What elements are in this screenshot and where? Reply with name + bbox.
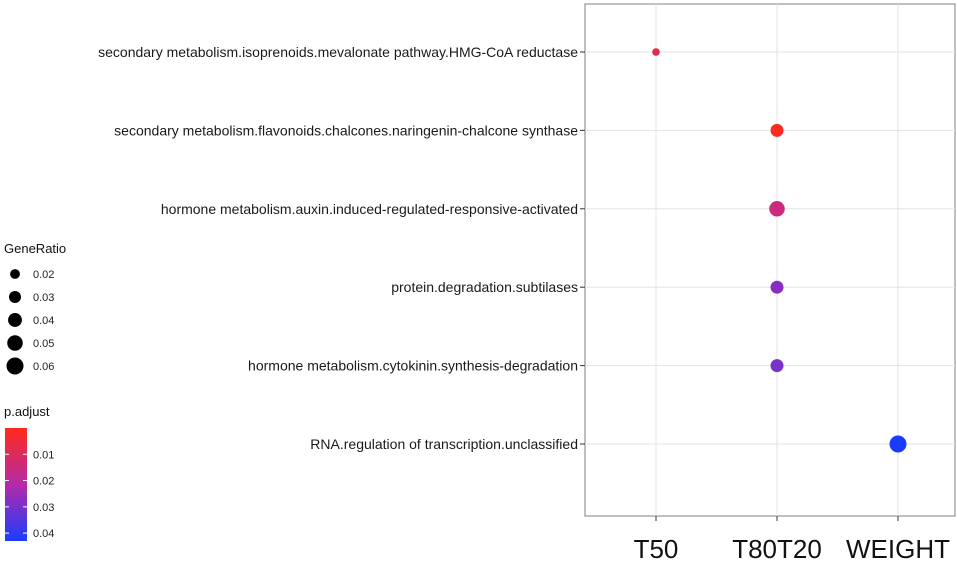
size-legend-dot: [10, 269, 20, 279]
y-axis-ticks: [580, 51, 585, 445]
color-legend: p.adjust 0.01 0.02 0.03 0.04: [4, 404, 54, 541]
color-legend-label: 0.02: [33, 476, 54, 488]
data-point: [652, 48, 660, 56]
color-legend-bar: [5, 428, 27, 541]
y-tick-label: secondary metabolism.flavonoids.chalcone…: [114, 122, 578, 138]
y-tick-label: hormone metabolism.auxin.induced-regulat…: [161, 201, 578, 217]
x-tick-label: WEIGHT: [846, 534, 950, 561]
size-legend-label: 0.05: [33, 338, 54, 350]
size-legend-label: 0.02: [33, 269, 54, 281]
data-point: [770, 123, 784, 137]
y-tick-label: protein.degradation.subtilases: [391, 279, 578, 295]
size-legend-dot: [8, 313, 22, 327]
y-axis-labels: secondary metabolism.isoprenoids.mevalon…: [98, 44, 578, 452]
size-legend-label: 0.03: [33, 292, 54, 304]
x-axis-labels: T50 T80T20 WEIGHT: [634, 534, 951, 561]
size-legend-items: 0.02 0.03 0.04 0.05 0.06: [6, 269, 54, 375]
y-tick-label: RNA.regulation of transcription.unclassi…: [310, 436, 578, 452]
data-point: [769, 201, 785, 217]
size-legend-label: 0.04: [33, 315, 54, 327]
x-tick-label: T50: [634, 534, 679, 561]
y-tick-label: secondary metabolism.isoprenoids.mevalon…: [98, 44, 578, 60]
color-legend-label: 0.01: [33, 449, 54, 461]
data-points: [652, 48, 907, 453]
data-point: [770, 359, 784, 373]
size-legend-title: GeneRatio: [4, 241, 66, 256]
size-legend-dot: [7, 335, 23, 351]
color-legend-title: p.adjust: [4, 404, 50, 419]
x-axis-ticks: [655, 516, 899, 521]
data-point: [889, 435, 907, 453]
size-legend-dot: [6, 357, 24, 375]
color-legend-label: 0.04: [33, 528, 54, 540]
size-legend-label: 0.06: [33, 361, 54, 373]
data-point: [770, 280, 784, 294]
size-legend-dot: [8, 290, 22, 304]
color-legend-items: 0.01 0.02 0.03 0.04: [5, 449, 54, 540]
color-legend-label: 0.03: [33, 502, 54, 514]
size-legend: GeneRatio 0.02 0.03 0.04 0.05 0.06: [4, 241, 66, 375]
panel-background: [584, 3, 956, 517]
y-tick-label: hormone metabolism.cytokinin.synthesis-d…: [248, 358, 578, 374]
x-tick-label: T80T20: [732, 534, 822, 561]
